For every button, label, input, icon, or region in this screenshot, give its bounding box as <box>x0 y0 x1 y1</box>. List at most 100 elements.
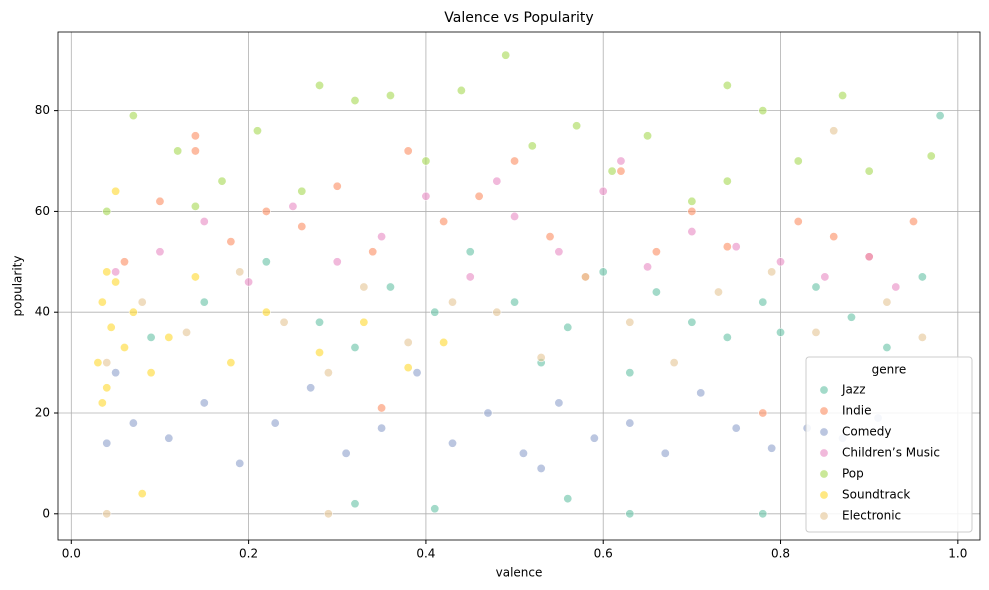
point <box>776 327 786 337</box>
point <box>811 282 821 292</box>
point <box>554 398 564 408</box>
point <box>323 509 333 519</box>
point <box>341 448 351 458</box>
point <box>97 297 107 307</box>
point <box>111 277 121 287</box>
point <box>190 201 200 211</box>
point <box>660 448 670 458</box>
point <box>669 358 679 368</box>
point <box>102 509 112 519</box>
point <box>439 216 449 226</box>
legend-marker <box>819 511 829 521</box>
point <box>173 146 183 156</box>
point <box>332 257 342 267</box>
x-tick-label: 0.2 <box>239 547 258 561</box>
point <box>563 494 573 504</box>
point <box>111 267 121 277</box>
point <box>864 252 874 262</box>
point <box>448 438 458 448</box>
point <box>758 297 768 307</box>
point <box>146 332 156 342</box>
point <box>563 322 573 332</box>
point <box>554 247 564 257</box>
point <box>270 418 280 428</box>
point <box>846 312 856 322</box>
point <box>510 156 520 166</box>
x-tick-label: 0.6 <box>594 547 613 561</box>
y-tick-label: 40 <box>35 305 50 319</box>
point <box>909 216 919 226</box>
point <box>226 358 236 368</box>
point <box>315 80 325 90</box>
legend-label: Electronic <box>842 509 901 523</box>
point <box>111 186 121 196</box>
point <box>430 307 440 317</box>
point <box>261 257 271 267</box>
point <box>651 287 661 297</box>
point <box>935 111 945 121</box>
point <box>244 277 254 287</box>
point <box>315 317 325 327</box>
point <box>527 141 537 151</box>
point <box>128 418 138 428</box>
point <box>820 272 830 282</box>
point <box>288 201 298 211</box>
point <box>926 151 936 161</box>
legend-label: Soundtrack <box>842 488 910 502</box>
point <box>377 423 387 433</box>
point <box>146 368 156 378</box>
point <box>456 85 466 95</box>
point <box>722 332 732 342</box>
point <box>625 509 635 519</box>
point <box>793 156 803 166</box>
point <box>421 191 431 201</box>
x-axis-label: valence <box>496 566 543 580</box>
point <box>501 50 511 60</box>
point <box>102 383 112 393</box>
point <box>164 433 174 443</box>
point <box>297 186 307 196</box>
point <box>917 272 927 282</box>
point <box>643 131 653 141</box>
point <box>776 257 786 267</box>
point <box>687 227 697 237</box>
point <box>315 348 325 358</box>
point <box>713 287 723 297</box>
point <box>616 166 626 176</box>
legend-marker <box>819 469 829 479</box>
point <box>430 504 440 514</box>
legend-title: genre <box>872 363 907 377</box>
y-tick-label: 60 <box>35 204 50 218</box>
y-tick-label: 80 <box>35 103 50 117</box>
x-tick-label: 0.4 <box>416 547 435 561</box>
point <box>102 438 112 448</box>
point <box>838 91 848 101</box>
point <box>403 363 413 373</box>
point <box>518 448 528 458</box>
legend-marker <box>819 448 829 458</box>
point <box>403 146 413 156</box>
point <box>226 237 236 247</box>
x-tick-label: 1.0 <box>948 547 967 561</box>
plot-frame <box>57 31 981 541</box>
point <box>722 80 732 90</box>
legend-box <box>805 356 973 533</box>
point <box>261 206 271 216</box>
point <box>598 186 608 196</box>
point <box>687 317 697 327</box>
point <box>323 368 333 378</box>
point <box>882 342 892 352</box>
point <box>190 131 200 141</box>
point <box>359 282 369 292</box>
point <box>235 458 245 468</box>
point <box>385 282 395 292</box>
point <box>607 166 617 176</box>
point <box>102 358 112 368</box>
point <box>510 211 520 221</box>
point <box>767 443 777 453</box>
point <box>119 342 129 352</box>
point <box>625 317 635 327</box>
point <box>128 307 138 317</box>
point <box>758 509 768 519</box>
point <box>217 176 227 186</box>
